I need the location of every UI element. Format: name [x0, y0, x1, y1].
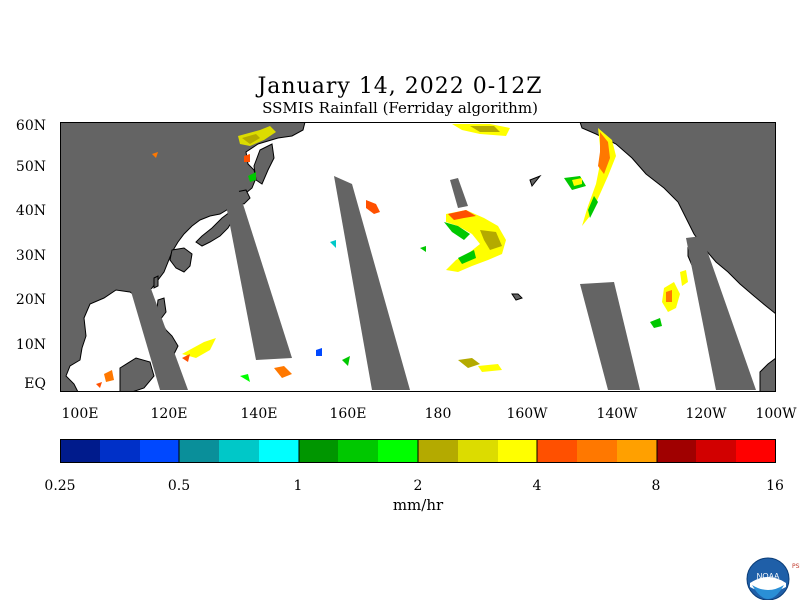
swath-6 — [130, 286, 188, 390]
land-borneo — [119, 357, 155, 392]
rain-tropical-11 — [420, 246, 426, 252]
colorbar-units: mm/hr — [392, 496, 444, 514]
rain-okhotsk-core — [242, 134, 260, 144]
rain-east-pacific-2 — [680, 270, 688, 286]
rain-tropical-6 — [342, 356, 350, 366]
map-title: January 14, 2022 0-12Z — [257, 74, 543, 99]
no-data-swaths — [130, 176, 756, 390]
lon-label-140e: 140E — [240, 406, 278, 422]
swath-2 — [334, 176, 410, 390]
lat-label-10n: 10N — [15, 337, 46, 353]
colorbar-cell-16 — [696, 439, 736, 463]
colorbar-tick-3: 2 — [413, 478, 423, 494]
rain-tropical-5 — [316, 348, 322, 356]
rain-tropical-1-red — [182, 354, 190, 362]
colorbar-cell-12 — [537, 439, 577, 463]
rain-tropical-4 — [478, 364, 502, 372]
rain-central-pacific-red — [448, 210, 476, 220]
lat-label-60n: 60N — [15, 118, 46, 134]
colorbar-cell-9 — [418, 439, 458, 463]
lon-label-100w: 100W — [755, 406, 797, 422]
rain-east-pacific-red — [666, 290, 672, 302]
land-japan — [195, 211, 235, 247]
lon-label-120e: 120E — [150, 406, 188, 422]
lat-label-eq: EQ — [24, 376, 46, 392]
lon-label-120w: 120W — [685, 406, 727, 422]
colorbar-cell-3 — [179, 439, 219, 463]
rain-japan-red — [244, 154, 250, 162]
rainfall-areas — [96, 124, 688, 388]
noaa-logo: NOAA — [746, 557, 790, 600]
colorbar-cell-15 — [657, 439, 696, 463]
rain-tropical-8 — [240, 374, 250, 382]
rainfall-map — [60, 122, 776, 392]
lon-label-160e: 160E — [329, 406, 367, 422]
colorbar-tick-1: 0.5 — [167, 478, 191, 494]
land-alaska-peninsula — [529, 174, 542, 188]
colorbar-tick-5: 8 — [651, 478, 661, 494]
rain-kuril-red — [152, 152, 158, 158]
colorbar-cell-1 — [100, 439, 140, 463]
rain-japan-green — [248, 172, 256, 182]
swath-1 — [222, 182, 292, 360]
lat-label-40n: 40N — [15, 203, 46, 219]
colorbar-cell-2 — [140, 439, 179, 463]
colorbar-cells — [60, 439, 776, 463]
map-frame — [60, 122, 776, 392]
colorbar-cell-4 — [219, 439, 259, 463]
colorbar-cell-7 — [338, 439, 378, 463]
colorbar — [60, 439, 776, 463]
land-kamchatka — [253, 143, 275, 185]
colorbar-cell-6 — [299, 439, 338, 463]
lon-label-160w: 160W — [506, 406, 548, 422]
rain-tropical-9 — [96, 382, 102, 388]
lat-label-30n: 30N — [15, 248, 46, 264]
colorbar-tick-2: 1 — [293, 478, 303, 494]
swath-3 — [450, 178, 468, 208]
rain-gulf-alaska-green — [588, 196, 598, 218]
noaa-logo-text: NOAA — [757, 572, 780, 581]
colorbar-cell-14 — [617, 439, 657, 463]
colorbar-cell-0 — [60, 439, 100, 463]
rain-central-pacific — [446, 210, 506, 272]
land-korea — [169, 247, 193, 273]
lon-label-100e: 100E — [61, 406, 99, 422]
colorbar-cell-17 — [736, 439, 776, 463]
swath-5 — [686, 236, 756, 390]
rain-tropical-2 — [274, 366, 292, 378]
land-taiwan — [153, 275, 159, 289]
rain-aleutian-core — [470, 126, 500, 132]
rain-gulf-alaska-3 — [572, 178, 582, 186]
land-north-america — [579, 122, 776, 315]
rain-dateline-north — [366, 200, 380, 214]
rain-central-pacific-green — [444, 222, 470, 240]
rain-central-pacific-olive — [480, 230, 502, 250]
lon-label-140w: 140W — [596, 406, 638, 422]
colorbar-cell-5 — [259, 439, 299, 463]
colorbar-cell-13 — [577, 439, 617, 463]
map-subtitle: SSMIS Rainfall (Ferriday algorithm) — [262, 99, 538, 117]
land-central-america — [759, 357, 776, 392]
colorbar-tick-6: 16 — [766, 478, 784, 494]
colorbar-cell-10 — [458, 439, 498, 463]
colorbar-tick-0: 0.25 — [44, 478, 76, 494]
lat-label-50n: 50N — [15, 159, 46, 175]
rain-central-pacific-green2 — [458, 250, 476, 264]
psl-text: PSL — [792, 563, 800, 570]
rain-tropical-7 — [104, 370, 114, 382]
colorbar-cell-8 — [378, 439, 418, 463]
lat-label-20n: 20N — [15, 292, 46, 308]
swath-4 — [580, 282, 640, 390]
rain-tropical-3 — [458, 358, 480, 368]
rain-east-pacific-green — [650, 318, 662, 328]
colorbar-frame — [60, 439, 776, 463]
lon-label-180: 180 — [424, 406, 452, 422]
colorbar-cell-11 — [498, 439, 537, 463]
land-hawaii — [511, 293, 523, 301]
rain-tropical-1 — [182, 338, 216, 358]
rain-tropical-10 — [330, 240, 336, 248]
colorbar-tick-4: 4 — [532, 478, 542, 494]
rain-gulf-alaska-core — [598, 132, 610, 174]
